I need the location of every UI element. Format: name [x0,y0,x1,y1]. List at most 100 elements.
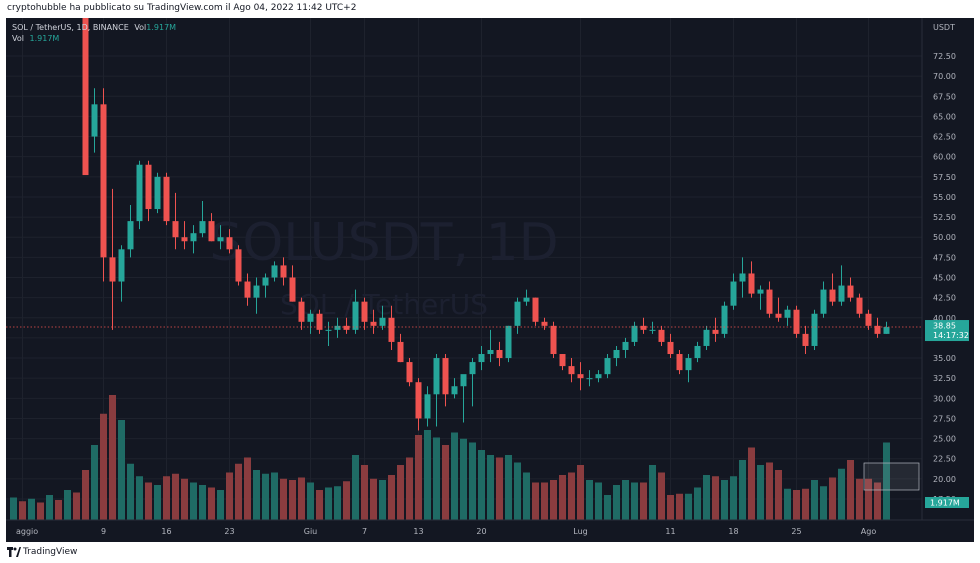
publisher-bar: cryptohubble ha pubblicato su TradingVie… [0,0,980,18]
volume-bar [622,480,629,520]
price-axis-background [922,18,974,520]
volume-bars [10,395,890,520]
candle-body [766,289,773,314]
volume-bar [415,435,422,520]
candle-body [658,329,665,342]
volume-bar [100,413,107,520]
candle-body [793,309,800,334]
chart-canvas[interactable]: SOLUSDT, 1D SOL / TetherUS USDT 72.50 70.… [6,18,974,542]
volume-bar [631,482,638,520]
footer-bar: TradingView [0,542,980,563]
candle-body [820,289,827,314]
candle-body [496,349,503,359]
vol-label: Vol [12,34,24,43]
candle-body [226,237,233,250]
volume-bar [343,481,350,520]
volume-bar [577,465,584,520]
volume-bar [397,465,404,520]
candle-body [829,289,836,302]
candle-body [397,341,404,363]
symbol-info: SOL / TetherUS, 1D, BINANCE [12,23,129,32]
candle-body [721,305,728,334]
price-tick-label: 22.50 [933,455,956,464]
candle-body [703,329,710,346]
candle-body [541,321,548,326]
price-tick-label: 52.50 [933,213,956,222]
candle-body [577,374,584,379]
candle-body [181,237,188,242]
volume-bar [595,482,602,520]
candle-body [631,325,638,342]
candle-body [253,285,260,298]
volume-bar [883,442,890,520]
candle-body [748,273,755,294]
candle-body [379,317,386,326]
candle-body [316,313,323,330]
volume-bar [406,457,413,520]
volume-bar [829,477,836,520]
candle-body [334,325,341,330]
candle-body [154,176,161,210]
price-tick-label: 20.00 [933,475,956,484]
axis-currency: USDT [933,23,955,32]
volume-bar [802,488,809,520]
candle-body [739,273,746,282]
volume-bar [559,475,566,520]
date-tick-label: 25 [791,527,801,536]
volume-bar [496,457,503,520]
volume-bar [136,476,143,520]
candle-body [757,289,764,294]
volume-bar [325,487,332,520]
price-tick-label: 27.50 [933,414,956,423]
candle-body [298,301,305,322]
volume-bar [505,455,512,520]
candle-body [217,237,224,242]
watermark-description: SOL / TetherUS [280,288,488,321]
price-tick-label: 72.50 [933,52,956,61]
candle-body [604,358,611,375]
volume-badge: 1.917M [925,497,969,508]
volume-bar [568,472,575,520]
volume-bar [145,482,152,520]
chart-area[interactable]: SOLUSDT, 1D SOL / TetherUS USDT 72.50 70.… [6,18,974,542]
volume-bar [532,482,539,520]
candles [82,18,890,431]
candle-body [262,277,269,286]
volume-bar [379,480,386,520]
volume-bar [523,472,530,520]
candle-body [550,325,557,355]
date-tick-label: Lug [573,527,587,536]
candle-body [676,354,683,371]
candle-body [361,301,368,322]
volume-bar [46,495,53,520]
volume-bar [550,480,557,520]
candle-body [424,394,431,419]
volume-bar [190,482,197,520]
volume-bar [154,485,161,520]
candle-body [280,265,287,278]
candle-body [415,382,422,419]
candle-body [406,362,413,383]
candle-body [190,233,197,242]
candle-body [289,277,296,302]
volume-bar [784,488,791,520]
volume-bar [271,472,278,520]
volume-bar [703,475,710,520]
candle-body [433,358,440,395]
volume-bar [865,478,872,520]
volume-bar [28,498,35,520]
candle-body [649,329,656,331]
candle-body [82,18,89,176]
watermark-symbol: SOLUSDT, 1D [209,213,558,273]
candle-body [127,221,134,250]
candle-body [307,313,314,322]
date-tick-label: 13 [413,527,423,536]
candle-body [109,257,116,282]
price-tick-label: 50.00 [933,233,956,242]
volume-bar [433,437,440,520]
volume-bar [10,497,17,520]
volume-bar [181,478,188,520]
volume-bar [514,462,521,520]
price-tick-label: 67.50 [933,92,956,101]
volume-bar [613,485,620,520]
